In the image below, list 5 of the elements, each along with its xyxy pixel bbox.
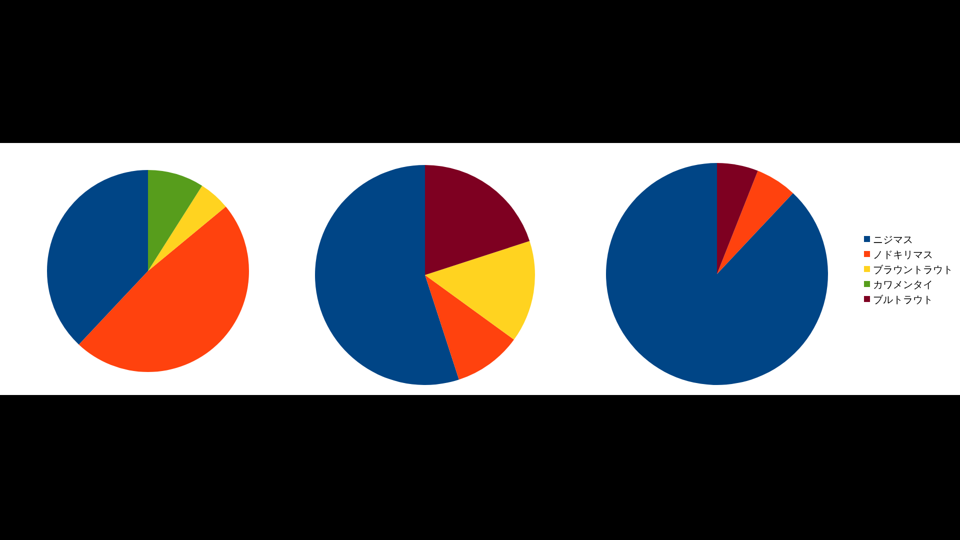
- legend-label: ニジマス: [873, 235, 913, 246]
- legend-label: カワメンタイ: [873, 280, 933, 291]
- legend-label: ブルトラウト: [873, 294, 933, 306]
- legend-label: ノドキリマス: [873, 250, 933, 261]
- legend-label: ブラウントラウト: [873, 264, 953, 276]
